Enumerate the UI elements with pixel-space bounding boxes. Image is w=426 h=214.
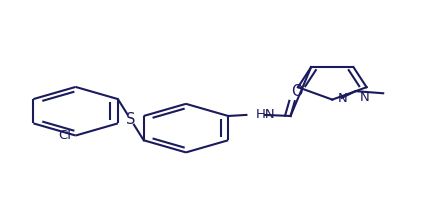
Text: S: S — [126, 112, 135, 127]
Text: Cl: Cl — [58, 129, 71, 142]
Text: N: N — [337, 92, 346, 105]
Text: N: N — [359, 91, 368, 104]
Text: O: O — [291, 84, 302, 99]
Text: HN: HN — [255, 108, 275, 121]
